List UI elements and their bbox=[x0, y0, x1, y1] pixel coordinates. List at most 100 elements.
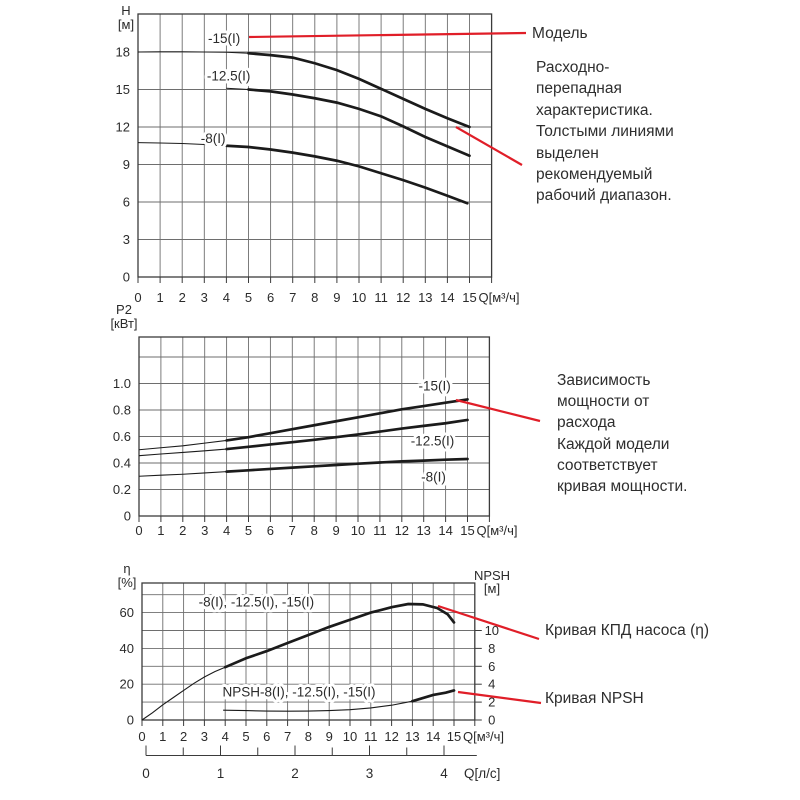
x-tick-label: 9 bbox=[326, 729, 333, 744]
annotation-line: рекомендуемый bbox=[536, 166, 653, 184]
x-tick-label: 11 bbox=[364, 729, 378, 744]
y-tick-label: 0.6 bbox=[113, 429, 131, 444]
x-tick-label: 11 bbox=[374, 290, 388, 305]
curve-label: -8(I) bbox=[201, 131, 226, 146]
x-tick-label: 3 bbox=[201, 729, 208, 744]
curve-label: -12.5(I) bbox=[411, 434, 455, 449]
npsh-axis-title: [м] bbox=[484, 581, 500, 596]
x-tick-label: 6 bbox=[267, 290, 274, 305]
y-tick-label: 0.8 bbox=[113, 403, 131, 418]
annotation-pointer-line bbox=[455, 126, 523, 166]
x-tick-label: 9 bbox=[332, 523, 339, 538]
y-axis-title: P2 bbox=[116, 302, 132, 317]
x-tick-label: 6 bbox=[263, 729, 270, 744]
x-tick-label: 1 bbox=[157, 523, 164, 538]
y-tick-label: 3 bbox=[123, 232, 130, 247]
y-tick-label: 0 bbox=[123, 270, 130, 285]
curve-label: NPSH-8(I), -12.5(I), -15(I) bbox=[223, 685, 376, 700]
npsh-axis-title: NPSH bbox=[474, 568, 510, 583]
x-tick-label: 7 bbox=[284, 729, 291, 744]
annotation-line: Каждой модели bbox=[557, 435, 670, 453]
x-tick-label: 0 bbox=[134, 290, 141, 305]
curve-thick--15(I) bbox=[225, 398, 469, 442]
model-annotation: Модель bbox=[532, 25, 588, 42]
x-tick-label: 12 bbox=[384, 729, 398, 744]
y-tick-label: 0 bbox=[127, 713, 134, 728]
annotation-line: рабочий диапазон. bbox=[536, 187, 672, 205]
annotation-line: мощности от bbox=[557, 393, 650, 411]
x-tick-label: 15 bbox=[447, 729, 461, 744]
x-tick-label: 3 bbox=[201, 523, 208, 538]
y-axis-title: η bbox=[123, 561, 130, 576]
annotation-line: перепадная bbox=[536, 80, 622, 98]
x-axis-unit-label: Q[м³/ч] bbox=[479, 290, 520, 305]
x-tick-label: 12 bbox=[395, 523, 409, 538]
x-tick-label: 6 bbox=[267, 523, 274, 538]
x-tick-label: 7 bbox=[289, 290, 296, 305]
annotation-pointer-line bbox=[248, 31, 527, 39]
curve-thick--8(I) bbox=[225, 457, 469, 473]
curve-label: -15(I) bbox=[419, 379, 451, 394]
flow-head-annotation: Расходно- перепадная характеристика. Тол… bbox=[536, 57, 674, 207]
npsh-tick-label: 4 bbox=[488, 677, 495, 692]
x-tick-label: 2 bbox=[180, 729, 187, 744]
x-tick-label: 14 bbox=[438, 523, 452, 538]
annotation-line: кривая мощности. bbox=[557, 478, 688, 496]
annotation-line: Толстыми линиями bbox=[536, 123, 674, 141]
y-tick-label: 1.0 bbox=[113, 376, 131, 391]
x-tick-label: 5 bbox=[242, 729, 249, 744]
x-tick-label: 10 bbox=[343, 729, 357, 744]
annotation-pointer-line bbox=[457, 690, 542, 705]
x-tick-label: 10 bbox=[352, 290, 366, 305]
y-axis-title: [%] bbox=[118, 575, 137, 590]
power-annotation: Зависимость мощности от расхода Каждой м… bbox=[557, 370, 687, 497]
x-tick-label: 2 bbox=[179, 290, 186, 305]
x-tick-label: 11 bbox=[373, 523, 387, 538]
curve-thick--12.5(I) bbox=[225, 418, 469, 451]
y-tick-label: 20 bbox=[120, 677, 134, 692]
x-tick-label: 8 bbox=[311, 290, 318, 305]
curve-thick-efficiency bbox=[223, 602, 456, 669]
npsh-tick-label: 10 bbox=[485, 623, 499, 638]
x-tick-label: 13 bbox=[416, 523, 430, 538]
curve-thick-NPSH bbox=[411, 689, 456, 703]
curve-thick--15(I) bbox=[247, 51, 471, 129]
annotation-line: выделен bbox=[536, 144, 599, 162]
lps-tick-label: 2 bbox=[291, 766, 299, 781]
efficiency-curve-annotation: Кривая КПД насоса (η) bbox=[545, 622, 710, 639]
x-axis-unit-label: Q[м³/ч] bbox=[463, 729, 504, 744]
annotation-pointer-line bbox=[437, 604, 540, 641]
x-tick-label: 9 bbox=[333, 290, 340, 305]
x-tick-label: 3 bbox=[201, 290, 208, 305]
x-tick-label: 4 bbox=[223, 290, 230, 305]
x-tick-label: 5 bbox=[245, 290, 252, 305]
y-tick-label: 0.2 bbox=[113, 482, 131, 497]
lps-tick-label: 4 bbox=[440, 766, 448, 781]
curve--8(I) bbox=[137, 142, 468, 204]
npsh-tick-label: 8 bbox=[488, 641, 495, 656]
npsh-tick-label: 6 bbox=[488, 659, 495, 674]
x-axis-unit-label: Q[м³/ч] bbox=[477, 523, 518, 538]
lps-tick-label: 0 bbox=[142, 766, 150, 781]
curve-label: -15(I) bbox=[208, 31, 240, 46]
curve-thick--12.5(I) bbox=[247, 88, 471, 158]
x-tick-label: 8 bbox=[305, 729, 312, 744]
x-tick-label: 0 bbox=[138, 729, 145, 744]
x-tick-label: 14 bbox=[426, 729, 440, 744]
x-tick-label: 15 bbox=[460, 523, 474, 538]
y-tick-label: 15 bbox=[116, 82, 130, 97]
lps-axis-unit-label: Q[л/с] bbox=[464, 766, 500, 781]
x-tick-label: 0 bbox=[135, 523, 142, 538]
annotation-pointer-line bbox=[455, 398, 541, 423]
y-tick-label: 0 bbox=[124, 509, 131, 524]
x-tick-label: 13 bbox=[418, 290, 432, 305]
y-axis-title: [м] bbox=[118, 17, 134, 32]
y-tick-label: 6 bbox=[123, 195, 130, 210]
annotation-line: характеристика. bbox=[536, 101, 653, 119]
curve-label: -12.5(I) bbox=[207, 68, 251, 83]
y-tick-label: 9 bbox=[123, 157, 130, 172]
lps-tick-label: 1 bbox=[217, 766, 225, 781]
